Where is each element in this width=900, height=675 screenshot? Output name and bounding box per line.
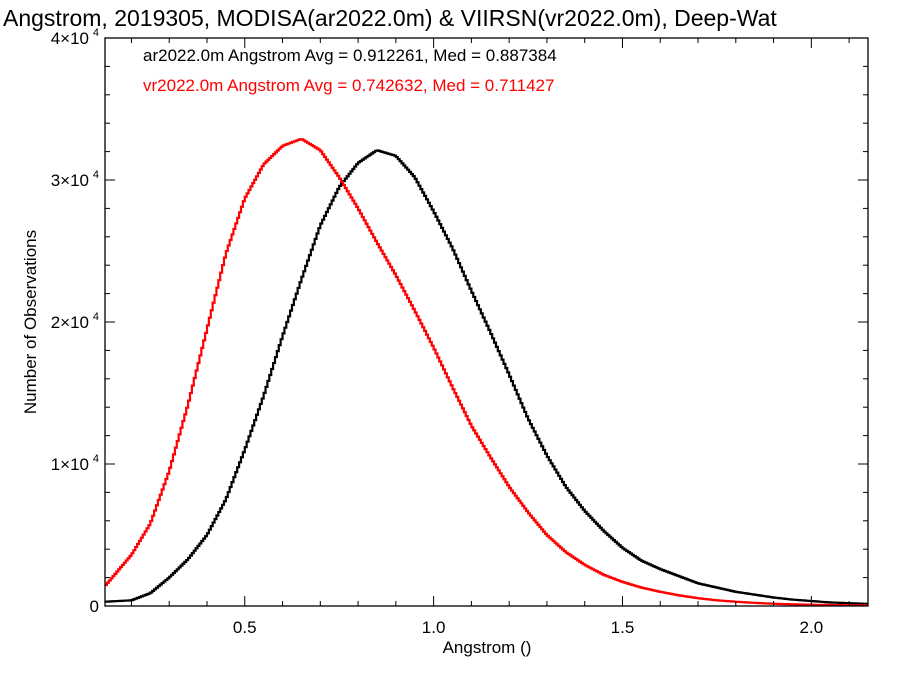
legend-entry-modisa: ar2022.0m Angstrom Avg = 0.912261, Med =…: [143, 46, 557, 65]
chart-title: Angstrom, 2019305, MODISA(ar2022.0m) & V…: [3, 5, 777, 31]
x-tick-label: 1.5: [611, 618, 635, 637]
axis-ticks: 0.5 1.0 1.5 2.0 0 1×10 4 2×10 4 3×10 4 4×10 4: [51, 27, 868, 637]
y-tick-exponent: 4: [93, 311, 99, 323]
y-tick-exponent: 4: [93, 169, 99, 181]
x-tick-label: 2.0: [800, 618, 824, 637]
y-tick-label: 3×10: [51, 171, 89, 190]
x-axis-label: Angstrom (): [443, 638, 532, 657]
y-tick-label: 4×10: [51, 29, 89, 48]
legend-entry-viirs: vr2022.0m Angstrom Avg = 0.742632, Med =…: [143, 76, 554, 95]
x-tick-label: 1.0: [422, 618, 446, 637]
y-tick-label: 1×10: [51, 455, 89, 474]
y-tick-exponent: 4: [93, 27, 99, 39]
y-tick-label: 0: [90, 597, 99, 616]
y-axis-label: Number of Observations: [21, 230, 40, 414]
y-tick-label: 2×10: [51, 313, 89, 332]
legend: ar2022.0m Angstrom Avg = 0.912261, Med =…: [143, 46, 557, 95]
x-tick-label: 0.5: [233, 618, 257, 637]
series-line-0: [105, 149, 868, 605]
y-tick-exponent: 4: [93, 453, 99, 465]
series-line-1: [105, 138, 868, 607]
series-layer: [105, 138, 868, 607]
